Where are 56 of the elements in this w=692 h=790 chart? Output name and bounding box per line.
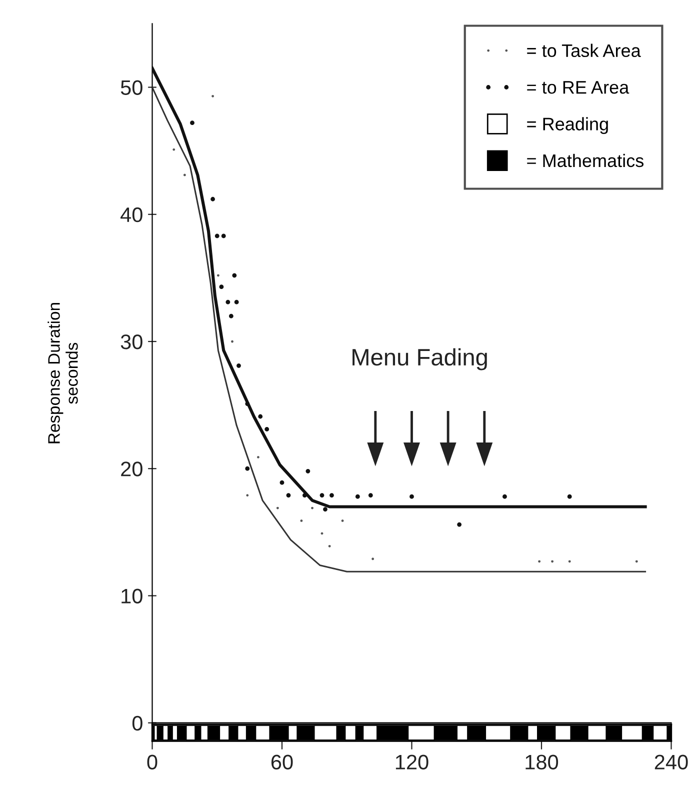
point <box>214 234 220 238</box>
x-tick-label: 0 <box>147 754 158 770</box>
x-tick-label: 120 <box>396 754 428 770</box>
point <box>232 273 237 278</box>
point <box>635 560 638 563</box>
point <box>172 148 176 151</box>
point <box>457 522 462 527</box>
point <box>372 558 374 560</box>
point <box>567 494 572 499</box>
y-tick-label: 30 <box>120 334 142 350</box>
x-tick-label: 240 <box>654 754 688 770</box>
point <box>210 196 215 202</box>
point <box>228 314 234 318</box>
point <box>330 493 334 498</box>
point <box>234 300 239 304</box>
point <box>320 493 324 498</box>
x-tick-label: 180 <box>526 754 558 770</box>
point <box>226 300 230 304</box>
y-axis-title: Response Duration seconds <box>48 303 78 444</box>
point <box>258 414 263 419</box>
y-tick-label: 0 <box>132 716 142 731</box>
point <box>190 120 194 126</box>
point <box>264 427 270 432</box>
point <box>410 494 414 499</box>
point <box>286 493 291 498</box>
point <box>368 493 373 498</box>
point <box>236 363 241 368</box>
point <box>355 494 360 499</box>
point <box>306 468 310 474</box>
line-series <box>152 66 647 508</box>
legend-label: = Reading <box>527 117 608 134</box>
point <box>551 560 554 563</box>
point <box>323 507 328 512</box>
point <box>538 560 541 563</box>
annotation: Menu Fading <box>352 348 487 370</box>
point <box>216 274 220 277</box>
point <box>280 480 284 485</box>
point <box>245 466 250 471</box>
y-tick-label: 50 <box>120 80 142 96</box>
point <box>328 544 331 548</box>
point <box>219 284 224 290</box>
point <box>246 494 249 497</box>
legend-label: = to Task Area <box>527 44 641 58</box>
point <box>183 174 186 176</box>
y-tick-label: 40 <box>120 207 142 222</box>
x-tick-label: 60 <box>271 754 293 770</box>
legend-label: = Mathematics <box>527 154 644 168</box>
point <box>502 494 507 499</box>
point <box>245 402 250 406</box>
legend-label: = to RE Area <box>527 81 630 94</box>
point <box>568 560 571 563</box>
point <box>276 506 279 510</box>
y-tick-label: 20 <box>121 462 142 476</box>
point <box>302 493 307 498</box>
point <box>221 234 226 238</box>
y-tick-label: 10 <box>122 588 142 604</box>
